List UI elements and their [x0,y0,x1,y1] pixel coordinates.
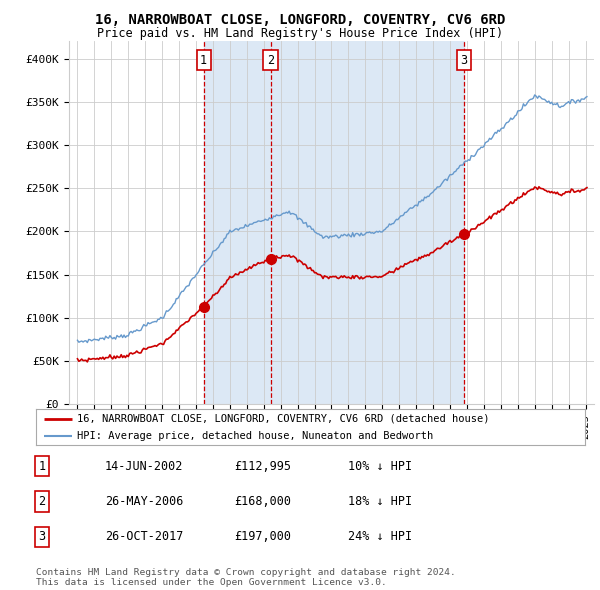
Text: Price paid vs. HM Land Registry's House Price Index (HPI): Price paid vs. HM Land Registry's House … [97,27,503,40]
Text: This data is licensed under the Open Government Licence v3.0.: This data is licensed under the Open Gov… [36,578,387,587]
Text: Contains HM Land Registry data © Crown copyright and database right 2024.: Contains HM Land Registry data © Crown c… [36,568,456,576]
Text: 24% ↓ HPI: 24% ↓ HPI [348,530,412,543]
Text: £112,995: £112,995 [234,460,291,473]
Bar [271,41,464,404]
Text: 1: 1 [38,460,46,473]
Text: 1: 1 [200,54,207,67]
Text: 26-OCT-2017: 26-OCT-2017 [105,530,184,543]
Text: 26-MAY-2006: 26-MAY-2006 [105,495,184,508]
Text: HPI: Average price, detached house, Nuneaton and Bedworth: HPI: Average price, detached house, Nune… [77,431,433,441]
Bar [203,41,271,404]
Text: 2: 2 [38,495,46,508]
Text: 16, NARROWBOAT CLOSE, LONGFORD, COVENTRY, CV6 6RD (detached house): 16, NARROWBOAT CLOSE, LONGFORD, COVENTRY… [77,414,490,424]
Text: 3: 3 [460,54,467,67]
Text: 14-JUN-2002: 14-JUN-2002 [105,460,184,473]
Text: 16, NARROWBOAT CLOSE, LONGFORD, COVENTRY, CV6 6RD: 16, NARROWBOAT CLOSE, LONGFORD, COVENTRY… [95,13,505,27]
Text: 18% ↓ HPI: 18% ↓ HPI [348,495,412,508]
Text: 2: 2 [267,54,274,67]
Text: 10% ↓ HPI: 10% ↓ HPI [348,460,412,473]
Text: £197,000: £197,000 [234,530,291,543]
Text: 3: 3 [38,530,46,543]
Text: £168,000: £168,000 [234,495,291,508]
